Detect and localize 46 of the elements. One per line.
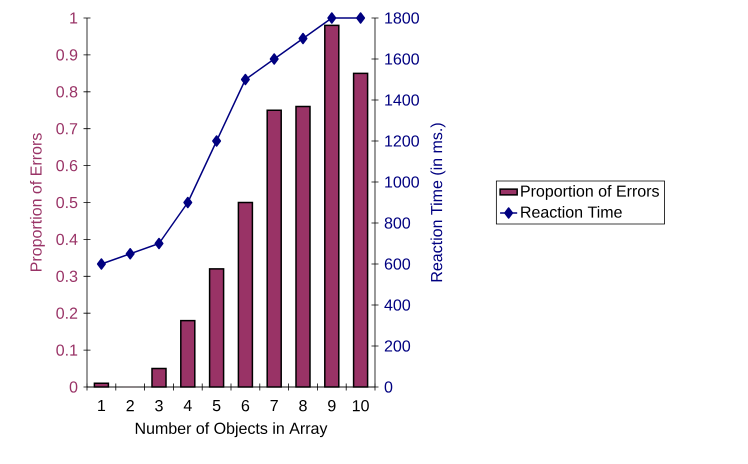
y-tick-label: 1	[70, 12, 78, 24]
y2-tick-label: 200	[384, 340, 410, 352]
y2-tick-label: 0	[384, 381, 392, 393]
y-tick-label: 0.1	[56, 344, 78, 356]
y2-tick-label: 600	[384, 258, 410, 270]
y2-tick-label: 400	[384, 299, 410, 311]
y-tick-label: 0.8	[56, 86, 78, 98]
y-axis-title: Proportion of Errors	[30, 133, 45, 271]
y-tick-label: 0.4	[56, 234, 78, 246]
y2-tick-label: 800	[384, 217, 410, 229]
x-axis-title: Number of Objects in Array	[136, 422, 328, 438]
x-tick-label: 3	[155, 400, 163, 412]
point	[96, 258, 106, 270]
point	[270, 53, 279, 65]
point	[240, 74, 250, 86]
point	[154, 238, 164, 250]
y2-tick-label: 1600	[385, 53, 419, 65]
y-tick-label: 0	[70, 381, 78, 393]
y2-tick-label: 1000	[385, 176, 419, 188]
y-tick-label: 0.6	[56, 160, 78, 172]
x-tick-label: 9	[328, 400, 336, 412]
y-tick-label: 0.3	[56, 270, 78, 282]
point	[327, 12, 336, 24]
x-tick-label: 1	[98, 400, 106, 412]
legend-label: Proportion of Errors	[521, 185, 659, 200]
y-tick-label: 0.5	[56, 196, 78, 208]
x-tick-label: 8	[299, 400, 307, 412]
y-tick-label: 0.2	[56, 308, 78, 319]
point	[126, 248, 135, 260]
x-tick-label: 10	[352, 400, 369, 412]
y2-tick-label: 1800	[385, 12, 419, 24]
point	[183, 196, 192, 208]
x-tick-label: 2	[126, 400, 134, 412]
y2-tick-label: 1400	[385, 94, 419, 106]
x-tick-label: 6	[242, 400, 250, 412]
point	[298, 32, 308, 44]
legend-label: Reaction Time	[521, 206, 622, 218]
y2-tick-label: 1200	[385, 135, 419, 147]
x-tick-label: 4	[184, 400, 192, 412]
point	[356, 12, 366, 24]
x-tick-label: 7	[270, 400, 278, 412]
x-tick-label: 5	[212, 400, 220, 412]
point	[212, 135, 222, 147]
y-tick-label: 0.7	[56, 123, 78, 134]
y-tick-label: 0.9	[56, 49, 78, 61]
y2-axis-title: Reaction Time (in ms.)	[430, 123, 446, 282]
